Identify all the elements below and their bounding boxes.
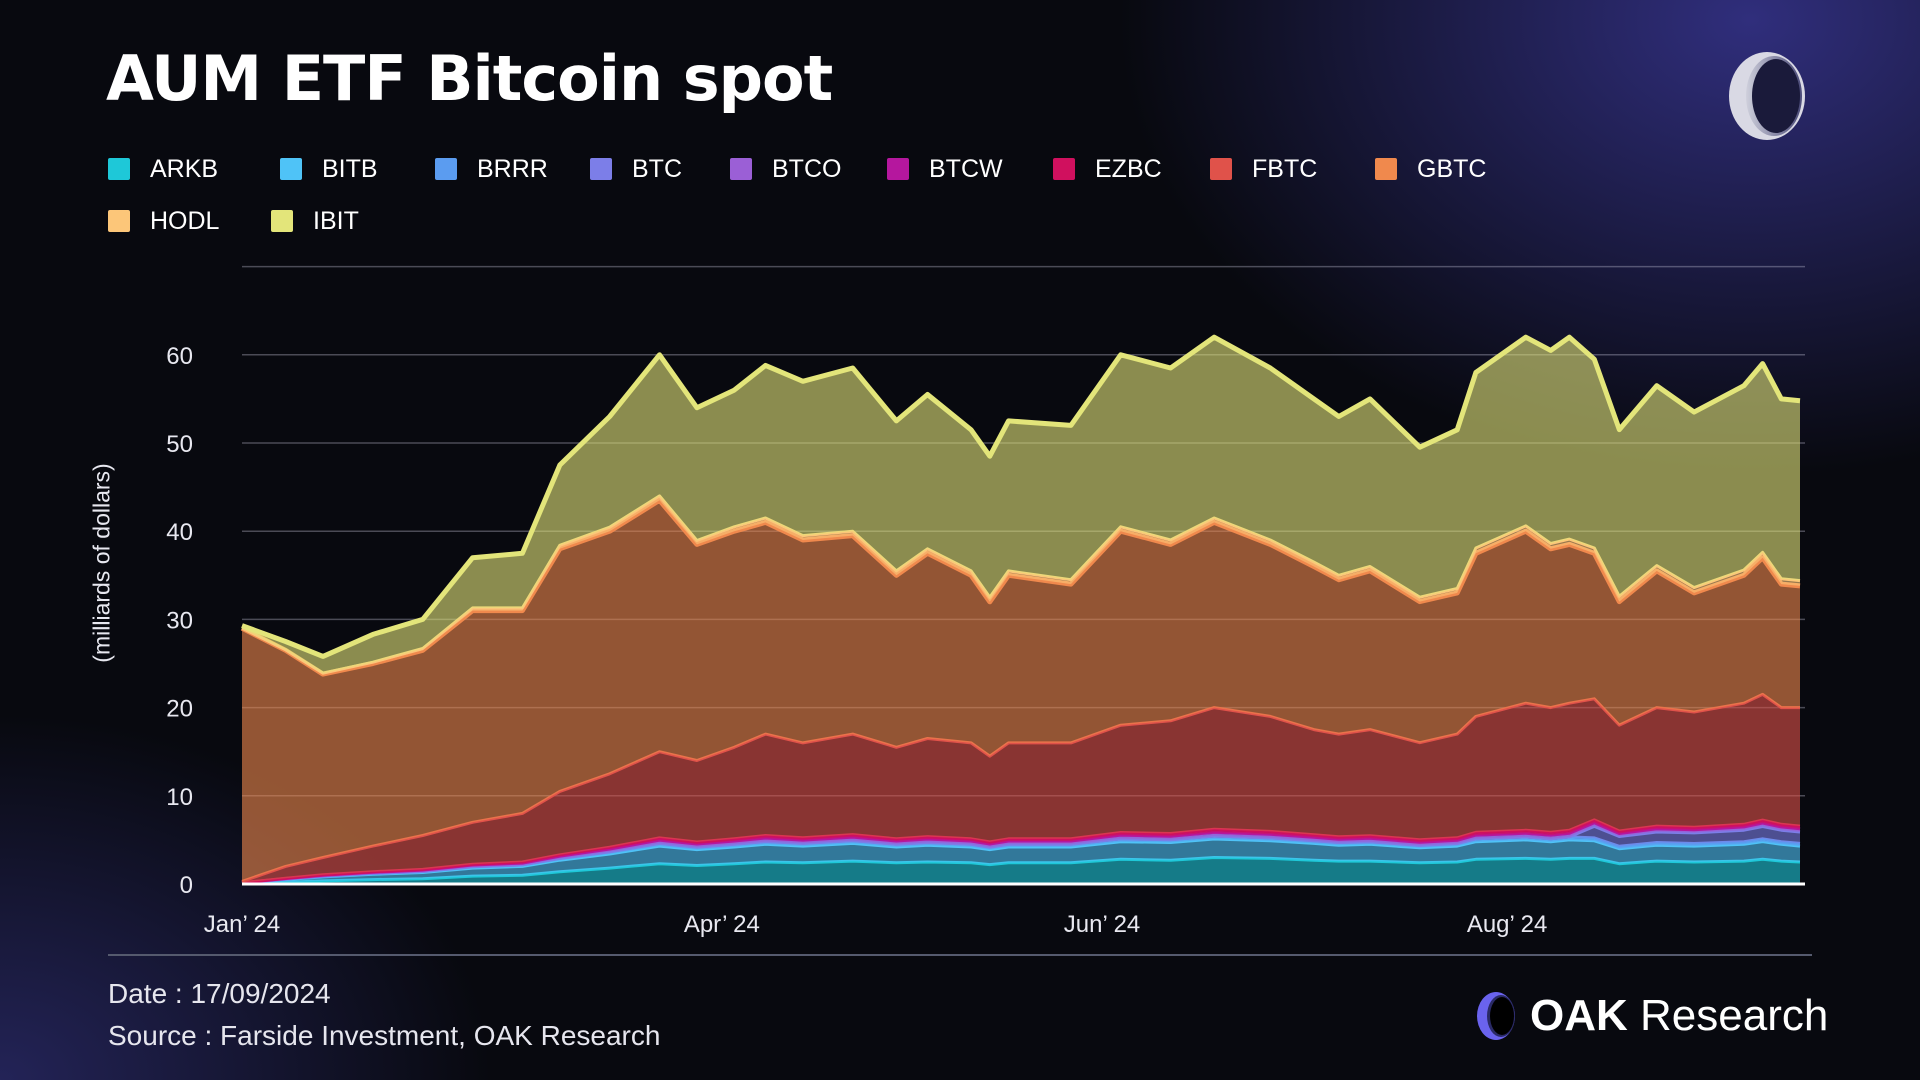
y-tick-label: 10	[166, 784, 193, 811]
y-tick-label: 30	[166, 607, 193, 634]
y-tick-label: 60	[166, 343, 193, 370]
legend-swatch	[887, 158, 909, 180]
area-arkb	[242, 857, 1800, 884]
legend-item-btc: BTC	[590, 154, 682, 184]
legend-swatch	[730, 158, 752, 180]
legend-label: BRRR	[477, 154, 548, 183]
source-label: Source : Farside Investment, OAK Researc…	[108, 1020, 661, 1051]
oak-ring-icon	[1477, 992, 1515, 1040]
legend-swatch	[280, 158, 302, 180]
y-tick-label: 50	[166, 431, 193, 458]
legend-swatch	[590, 158, 612, 180]
brand-name-bold: OAK	[1530, 991, 1628, 1040]
legend-swatch	[1375, 158, 1397, 180]
legend-swatch	[108, 210, 130, 232]
legend-label: BTCO	[772, 154, 842, 183]
date-label: Date : 17/09/2024	[108, 978, 331, 1009]
legend-item-brrr: BRRR	[435, 154, 548, 184]
footer-divider	[108, 954, 1812, 956]
legend-item-gbtc: GBTC	[1375, 154, 1486, 184]
legend-item-fbtc: FBTC	[1210, 154, 1317, 184]
legend-label: ARKB	[150, 154, 219, 183]
area-bitb	[242, 839, 1800, 884]
x-tick-label: Apr’ 24	[684, 911, 760, 938]
oak-logo-icon	[1729, 52, 1805, 140]
area-ibit	[242, 337, 1800, 674]
x-tick-label: Aug’ 24	[1467, 911, 1548, 938]
area-gbtc	[242, 500, 1800, 882]
legend-label: BTC	[632, 154, 682, 183]
brand-name-rest: Research	[1640, 991, 1829, 1040]
legend-swatch	[1053, 158, 1075, 180]
x-tick-label: Jan’ 24	[204, 911, 281, 938]
legend-item-ibit: IBIT	[271, 206, 359, 236]
legend-item-arkb: ARKB	[108, 154, 218, 184]
y-tick-label: 0	[180, 872, 193, 899]
legend-item-ezbc: EZBC	[1053, 154, 1162, 184]
legend-label: BITB	[322, 154, 378, 183]
legend-label: GBTC	[1417, 154, 1487, 183]
x-tick-label: Jun’ 24	[1064, 911, 1141, 938]
legend-label: HODL	[150, 206, 220, 235]
line-ibit	[241, 334, 1801, 659]
legend-swatch	[1210, 158, 1232, 180]
legend-item-btco: BTCO	[730, 154, 841, 184]
legend-label: EZBC	[1095, 154, 1162, 183]
legend-swatch	[435, 158, 457, 180]
y-tick-label: 40	[166, 519, 193, 546]
oak-research-brand: OAK Research	[1476, 988, 1828, 1044]
y-tick-label: 20	[166, 696, 193, 723]
legend-label: FBTC	[1252, 154, 1318, 183]
legend-item-hodl: HODL	[108, 206, 219, 236]
legend-swatch	[271, 210, 293, 232]
legend-label: IBIT	[313, 206, 359, 235]
legend-label: BTCW	[929, 154, 1003, 183]
chart-title: AUM ETF Bitcoin spot	[106, 42, 833, 115]
legend-item-bitb: BITB	[280, 154, 378, 184]
legend-item-btcw: BTCW	[887, 154, 1003, 184]
legend-swatch	[108, 158, 130, 180]
